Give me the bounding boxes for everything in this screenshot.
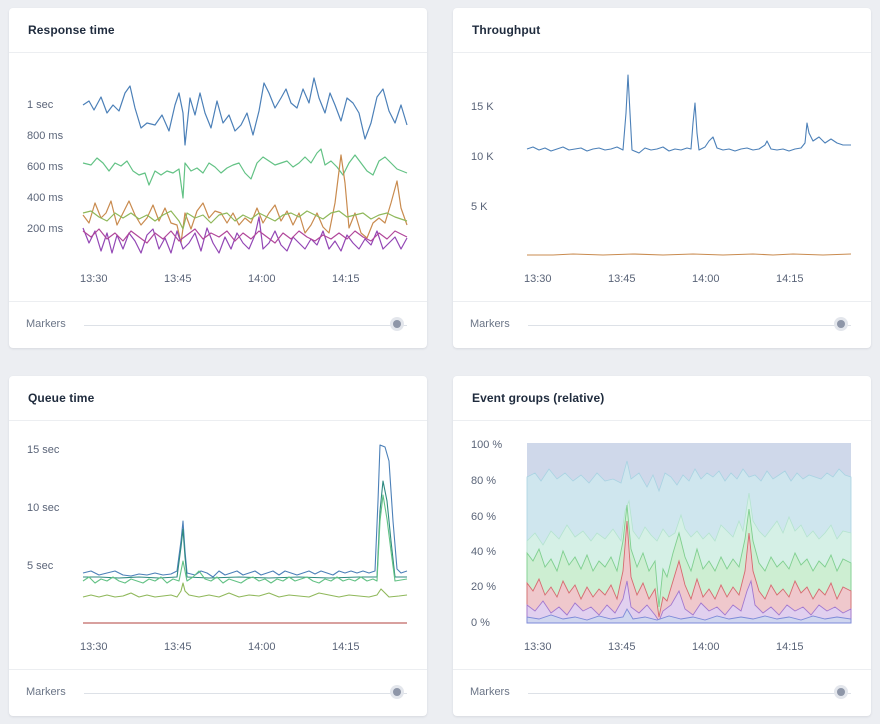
- x-tick-label: 14:15: [776, 641, 804, 653]
- series-line-magenta: [82, 228, 408, 244]
- y-tick-label: 100 %: [471, 439, 502, 451]
- x-tick-label: 14:00: [248, 641, 276, 653]
- markers-label: Markers: [26, 318, 66, 330]
- series-line-blue: [82, 77, 408, 146]
- y-tick-label: 0 %: [471, 617, 490, 629]
- markers-bar: Markers: [453, 669, 871, 716]
- markers-slider-track[interactable]: [84, 325, 407, 326]
- x-tick-label: 14:00: [248, 273, 276, 285]
- series-line-green: [82, 494, 408, 584]
- x-tick-label: 14:15: [332, 641, 360, 653]
- x-tick-label: 14:15: [332, 273, 360, 285]
- markers-label: Markers: [470, 686, 510, 698]
- queue-time-chart[interactable]: 15 sec 10 sec 5 sec 13:30 13:45 14:00 14…: [9, 421, 427, 671]
- queue-time-card: Queue time 15 sec 10 sec 5 sec 13:30 13:…: [9, 376, 427, 716]
- y-tick-label: 15 K: [471, 101, 494, 113]
- markers-slider-track[interactable]: [84, 693, 407, 694]
- response-time-card: Response time 1 sec 800 ms 600 ms 400 ms…: [9, 8, 427, 348]
- series-line-blue: [526, 74, 851, 154]
- card-title: Throughput: [472, 23, 541, 37]
- markers-slider-handle[interactable]: [393, 320, 401, 328]
- y-tick-label: 10 sec: [27, 502, 60, 514]
- y-tick-label: 80 %: [471, 475, 496, 487]
- y-tick-label: 200 ms: [27, 223, 64, 235]
- series-line-teal: [83, 480, 407, 579]
- series-line-orange: [527, 253, 852, 256]
- y-tick-label: 1 sec: [27, 99, 54, 111]
- card-header: Queue time: [9, 376, 427, 421]
- y-tick-label: 400 ms: [27, 192, 64, 204]
- y-tick-label: 5 K: [471, 201, 488, 213]
- area-red-band: [526, 520, 852, 624]
- markers-slider-handle[interactable]: [837, 320, 845, 328]
- area-purple-band: [526, 579, 852, 624]
- area-blue-band: [526, 608, 852, 624]
- x-tick-label: 13:45: [164, 641, 192, 653]
- y-tick-label: 10 K: [471, 151, 494, 163]
- x-tick-label: 14:00: [692, 273, 720, 285]
- series-line-olive: [82, 210, 408, 230]
- x-tick-label: 13:45: [164, 273, 192, 285]
- x-tick-label: 14:00: [692, 641, 720, 653]
- markers-slider-handle[interactable]: [837, 688, 845, 696]
- y-tick-label: 15 sec: [27, 444, 60, 456]
- markers-slider-track[interactable]: [528, 325, 851, 326]
- x-tick-label: 14:15: [776, 273, 804, 285]
- markers-slider-track[interactable]: [528, 693, 851, 694]
- x-tick-label: 13:45: [608, 273, 636, 285]
- y-tick-label: 600 ms: [27, 161, 64, 173]
- card-title: Queue time: [28, 391, 95, 405]
- card-title: Event groups (relative): [472, 391, 605, 405]
- card-header: Throughput: [453, 8, 871, 53]
- series-line-purple: [82, 216, 408, 254]
- x-tick-label: 13:30: [524, 273, 552, 285]
- event-groups-card: Event groups (relative) 100 % 80 % 60 % …: [453, 376, 871, 716]
- y-tick-label: 60 %: [471, 511, 496, 523]
- card-header: Response time: [9, 8, 427, 53]
- throughput-card: Throughput 15 K 10 K 5 K 13:30 13:45 14:…: [453, 8, 871, 348]
- markers-label: Markers: [26, 686, 66, 698]
- markers-label: Markers: [470, 318, 510, 330]
- markers-bar: Markers: [453, 301, 871, 348]
- series-line-blue: [82, 444, 408, 578]
- response-time-chart[interactable]: 1 sec 800 ms 600 ms 400 ms 200 ms 13:30 …: [9, 53, 427, 303]
- series-line-green: [82, 148, 408, 199]
- y-tick-label: 800 ms: [27, 130, 64, 142]
- markers-bar: Markers: [9, 669, 427, 716]
- card-header: Event groups (relative): [453, 376, 871, 421]
- event-groups-chart[interactable]: 100 % 80 % 60 % 40 % 20 % 0 % 13:30 13:4…: [453, 421, 871, 671]
- series-line-olive: [82, 582, 408, 598]
- x-tick-label: 13:30: [80, 641, 108, 653]
- y-tick-label: 5 sec: [27, 560, 54, 572]
- throughput-chart[interactable]: 15 K 10 K 5 K 13:30 13:45 14:00 14:15: [453, 53, 871, 303]
- markers-slider-handle[interactable]: [393, 688, 401, 696]
- x-tick-label: 13:30: [524, 641, 552, 653]
- x-tick-label: 13:45: [608, 641, 636, 653]
- y-tick-label: 20 %: [471, 581, 496, 593]
- x-tick-label: 13:30: [80, 273, 108, 285]
- y-tick-label: 40 %: [471, 546, 496, 558]
- markers-bar: Markers: [9, 301, 427, 348]
- series-line-orange: [82, 154, 408, 244]
- card-title: Response time: [28, 23, 115, 37]
